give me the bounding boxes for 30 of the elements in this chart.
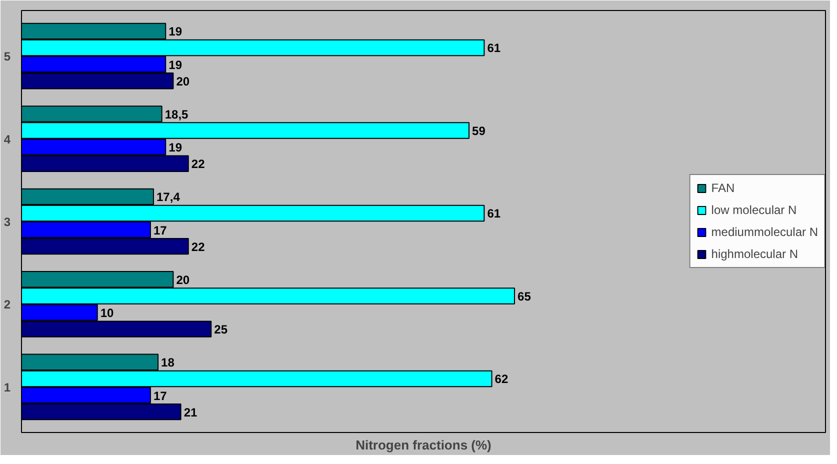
x-axis-title: Nitrogen fractions (%) — [356, 438, 492, 452]
legend-label: FAN — [711, 181, 735, 195]
data-label: 22 — [191, 157, 206, 172]
data-label: 20 — [176, 272, 190, 287]
y-tick-label: 1 — [4, 380, 11, 394]
data-label: 65 — [518, 289, 532, 304]
y-tick-label: 2 — [4, 298, 11, 312]
data-label: 17 — [153, 388, 168, 403]
data-label: 20 — [176, 74, 190, 88]
data-label: 21 — [184, 405, 198, 420]
y-tick-label: 4 — [4, 132, 11, 146]
data-label: 62 — [494, 372, 508, 386]
data-label: 61 — [487, 41, 501, 56]
data-label: 19 — [168, 140, 182, 155]
data-label: 59 — [472, 124, 486, 138]
data-label: 22 — [191, 240, 206, 254]
legend-label: low molecular N — [711, 203, 797, 217]
data-label: 18 — [161, 356, 175, 370]
legend-label: mediummolecular N — [711, 225, 818, 239]
y-tick-label: 3 — [4, 215, 11, 229]
y-tick-label: 5 — [4, 50, 11, 64]
data-label: 19 — [168, 58, 182, 72]
data-label: 61 — [487, 206, 501, 221]
data-label: 25 — [214, 322, 228, 337]
data-label: 17,4 — [156, 190, 180, 204]
data-label: 10 — [100, 306, 114, 320]
legend-label: highmolecular N — [711, 247, 798, 261]
data-label: 19 — [168, 24, 182, 39]
data-label: 18,5 — [164, 107, 189, 122]
data-label: 17 — [153, 223, 168, 238]
